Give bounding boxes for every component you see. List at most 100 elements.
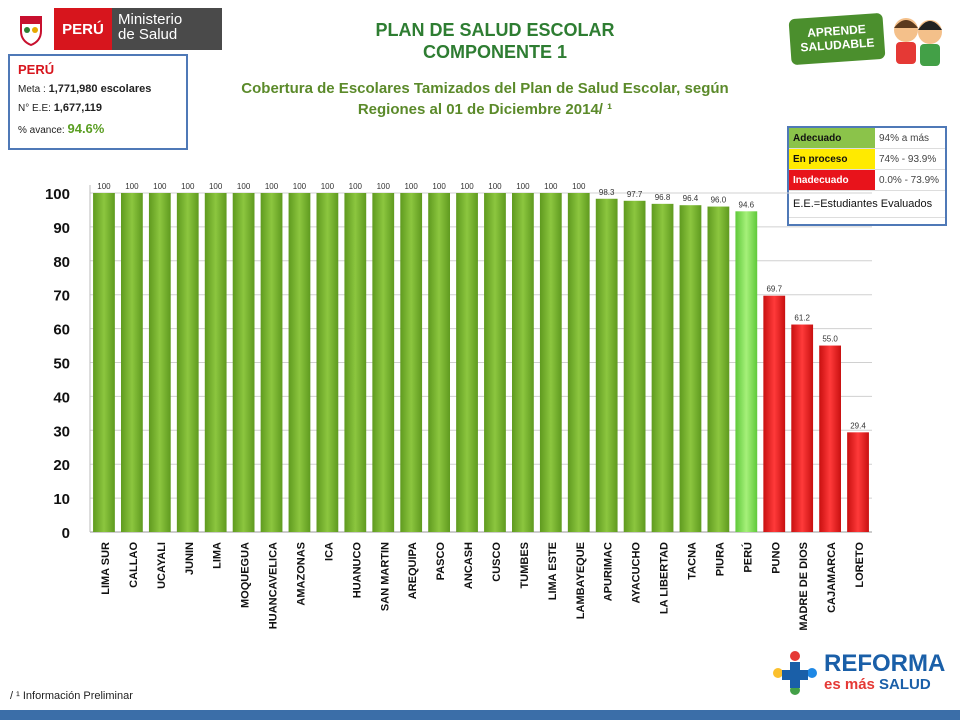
- x-category-label: ICA: [323, 542, 335, 561]
- reforma-logo: REFORMA es más SALUD: [768, 648, 948, 698]
- x-category-label: MOQUEGUA: [240, 542, 252, 608]
- y-tick-label: 90: [53, 220, 70, 237]
- x-category-label: CUSCO: [491, 542, 503, 582]
- x-category-label: PIURA: [714, 542, 726, 576]
- bar: [819, 345, 841, 532]
- y-tick-label: 40: [53, 389, 70, 406]
- bar: [847, 432, 869, 532]
- coat-of-arms-icon: [8, 8, 54, 50]
- y-tick-label: 30: [53, 423, 70, 440]
- bar: [763, 295, 786, 532]
- x-category-label: HUANUCO: [351, 542, 363, 599]
- x-category-label: AREQUIPA: [407, 542, 419, 599]
- x-category-label: UCAYALI: [156, 542, 168, 589]
- x-category-label: HUANCAVELICA: [268, 542, 280, 629]
- page-subtitle-component: COMPONENTE 1: [422, 42, 568, 62]
- bar-value-label: 100: [488, 182, 502, 191]
- reforma-slogan-b: SALUD: [879, 676, 931, 693]
- bar-value-label: 100: [125, 182, 139, 191]
- bar-value-label: 100: [97, 182, 111, 191]
- legend-row: En proceso 74% - 93.9%: [789, 148, 945, 170]
- legend-range-en-proceso: 74% - 93.9%: [875, 148, 945, 170]
- coverage-bar-chart: 0 10 20 30 40 50 60 70 80 90 100 100 LIMA SUR 100 CAL…: [45, 182, 872, 631]
- bar: [539, 193, 562, 532]
- legend-note: E.E.=Estudiantes Evaluados: [789, 190, 945, 218]
- legend-table: Adecuado 94% a más En proceso 74% - 93.9…: [789, 128, 945, 218]
- y-tick-label: 10: [53, 491, 70, 508]
- x-category-label: PERÚ: [741, 542, 754, 573]
- y-tick-label: 100: [45, 186, 70, 203]
- x-category-label: PUNO: [770, 542, 782, 574]
- legend-box: Adecuado 94% a más En proceso 74% - 93.9…: [787, 126, 947, 226]
- y-tick-label: 20: [53, 457, 70, 474]
- x-category-label: LIMA: [212, 542, 224, 569]
- bar-value-label: 100: [432, 182, 446, 191]
- legend-row: Adecuado 94% a más: [789, 128, 945, 149]
- bar-value-label: 100: [349, 182, 363, 191]
- bar: [791, 324, 814, 532]
- x-category-label: SAN MARTIN: [379, 542, 391, 611]
- bar-value-label: 100: [265, 182, 279, 191]
- reforma-title: REFORMA: [824, 650, 946, 677]
- logo-ministerio-line2: de Salud: [118, 26, 178, 43]
- bar: [484, 193, 506, 532]
- summary-ee: N° E.E: 1,677,119: [18, 102, 178, 114]
- legend-label-inadecuado: Inadecuado: [789, 169, 875, 191]
- bar-value-label: 98.3: [599, 188, 615, 197]
- bar: [428, 193, 450, 532]
- bar: [651, 203, 674, 532]
- bar-value-label: 100: [404, 182, 418, 191]
- legend-label-en-proceso: En proceso: [789, 148, 875, 170]
- x-category-label: TACNA: [686, 542, 698, 580]
- peru-summary-box: PERÚ Meta : 1,771,980 escolares N° E.E: …: [8, 54, 188, 150]
- bar: [456, 193, 478, 532]
- bar-value-label: 100: [209, 182, 223, 191]
- bottom-bar: [0, 710, 960, 720]
- summary-title: PERÚ: [18, 62, 55, 77]
- bar: [316, 193, 339, 532]
- bar: [232, 193, 255, 532]
- bar-value-label: 97.7: [627, 190, 643, 199]
- bar: [400, 193, 423, 532]
- bar-value-label: 100: [544, 182, 558, 191]
- bar: [176, 193, 199, 532]
- footnote: / ¹ Información Preliminar: [10, 690, 133, 702]
- bar-value-label: 100: [516, 182, 530, 191]
- x-category-label: LA LIBERTAD: [659, 542, 671, 614]
- bar: [148, 193, 171, 532]
- aprende-saludable-logo: APRENDE SALUDABLE: [788, 10, 950, 68]
- x-category-label: AYACUCHO: [631, 542, 643, 604]
- bar-value-label: 96.8: [655, 193, 671, 202]
- bar: [707, 206, 730, 532]
- bar-value-label: 96.4: [683, 194, 699, 203]
- bar-value-label: 100: [572, 182, 586, 191]
- y-tick-label: 70: [53, 288, 70, 305]
- ee-value: 1,677,119: [53, 102, 103, 114]
- meta-label: Meta :: [18, 84, 46, 95]
- x-category-label: LAMBAYEQUE: [575, 542, 587, 619]
- bar: [260, 193, 283, 532]
- ee-label: N° E.E:: [18, 103, 51, 114]
- x-category-label: JUNIN: [184, 542, 196, 575]
- footnote-mark: / ¹: [10, 690, 20, 702]
- logo-peru-text: PERÚ: [54, 8, 112, 50]
- bar: [93, 193, 115, 532]
- x-category-label: ANCASH: [463, 542, 475, 589]
- bar: [204, 193, 227, 532]
- legend-range-inadecuado: 0.0% - 73.9%: [875, 169, 945, 191]
- legend-row: Inadecuado 0.0% - 73.9%: [789, 169, 945, 191]
- x-category-label: LIMA ESTE: [547, 542, 559, 600]
- x-category-label: AMAZONAS: [295, 542, 307, 606]
- avance-label: % avance:: [18, 125, 65, 136]
- avance-value: 94.6%: [67, 121, 105, 136]
- legend-label-adecuado: Adecuado: [789, 128, 875, 149]
- y-tick-label: 60: [53, 322, 70, 339]
- children-icon: [894, 18, 942, 66]
- summary-meta: Meta : 1,771,980 escolares: [18, 83, 178, 95]
- x-category-label: PASCO: [435, 542, 447, 581]
- bar: [512, 193, 534, 532]
- x-category-label: LIMA SUR: [100, 542, 112, 595]
- bar-value-label: 100: [321, 182, 335, 191]
- bar-value-label: 69.7: [766, 285, 782, 294]
- chart-title: Cobertura de Escolares Tamizados del Pla…: [241, 80, 729, 118]
